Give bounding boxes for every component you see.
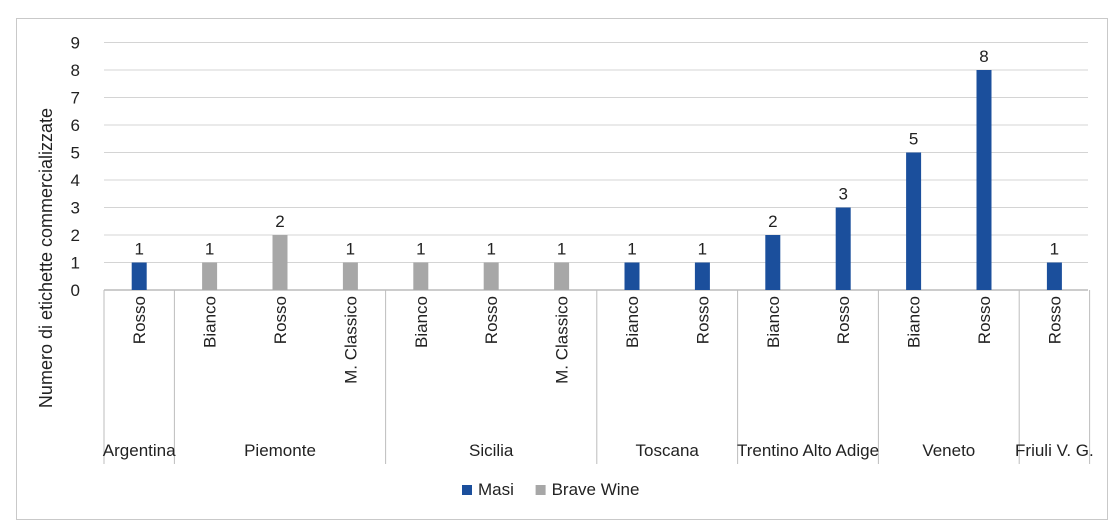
legend-label: Masi [478,480,514,499]
region-label: Trentino Alto Adige [737,441,879,460]
category-label: Bianco [201,296,220,348]
region-label: Veneto [922,441,975,460]
data-label: 1 [346,240,355,259]
y-tick-labels: 0 1 2 3 4 5 6 7 8 9 [71,34,80,301]
bar [977,70,992,290]
category-label: Rosso [1045,296,1064,344]
bar [132,263,147,291]
region-label: Sicilia [469,441,514,460]
bar [202,263,217,291]
y-tick-label: 8 [71,61,80,80]
bar [554,263,569,291]
category-label: M. Classico [341,296,360,384]
y-tick-label: 9 [71,34,80,53]
data-label: 1 [134,240,143,259]
data-label: 5 [909,130,918,149]
category-label: Bianco [764,296,783,348]
bar [906,153,921,291]
bar [413,263,428,291]
category-label: Rosso [975,296,994,344]
data-label: 2 [768,212,777,231]
y-tick-label: 6 [71,116,80,135]
y-tick-label: 5 [71,144,80,163]
x-axis: Rosso Bianco Rosso M. Classico Bianco Rosso M.… [103,290,1094,464]
y-tick-label: 3 [71,199,80,218]
category-label: Rosso [482,296,501,344]
data-label: 1 [486,240,495,259]
y-axis-label: Numero di etichette commercializzate [36,108,56,408]
data-label: 1 [627,240,636,259]
data-label: 1 [698,240,707,259]
y-tick-label: 0 [71,281,80,300]
category-label: Bianco [623,296,642,348]
legend: Masi Brave Wine [462,480,639,499]
region-label: Argentina [103,441,176,460]
data-label: 8 [979,47,988,66]
bar [625,263,640,291]
category-label: M. Classico [553,296,572,384]
y-tick-label: 4 [71,171,80,190]
region-label: Toscana [636,441,700,460]
gridlines [104,43,1088,291]
y-tick-label: 2 [71,226,80,245]
category-label: Bianco [905,296,924,348]
legend-swatch [462,485,472,495]
legend-swatch [536,485,546,495]
y-tick-label: 7 [71,89,80,108]
bar [695,263,710,291]
data-label: 3 [838,185,847,204]
category-label: Rosso [271,296,290,344]
bar [484,263,499,291]
bar [836,208,851,291]
category-label: Rosso [130,296,149,344]
category-label: Bianco [412,296,431,348]
bar [1047,263,1062,291]
data-label: 1 [416,240,425,259]
category-label: Rosso [834,296,853,344]
data-label: 1 [205,240,214,259]
y-tick-label: 1 [71,254,80,273]
region-label: Friuli V. G. [1015,441,1094,460]
bar [765,235,780,290]
legend-label: Brave Wine [552,480,640,499]
data-label: 1 [1050,240,1059,259]
region-label: Piemonte [244,441,316,460]
data-label: 2 [275,212,284,231]
bar [343,263,358,291]
bar [273,235,288,290]
data-label: 1 [557,240,566,259]
category-label: Rosso [693,296,712,344]
